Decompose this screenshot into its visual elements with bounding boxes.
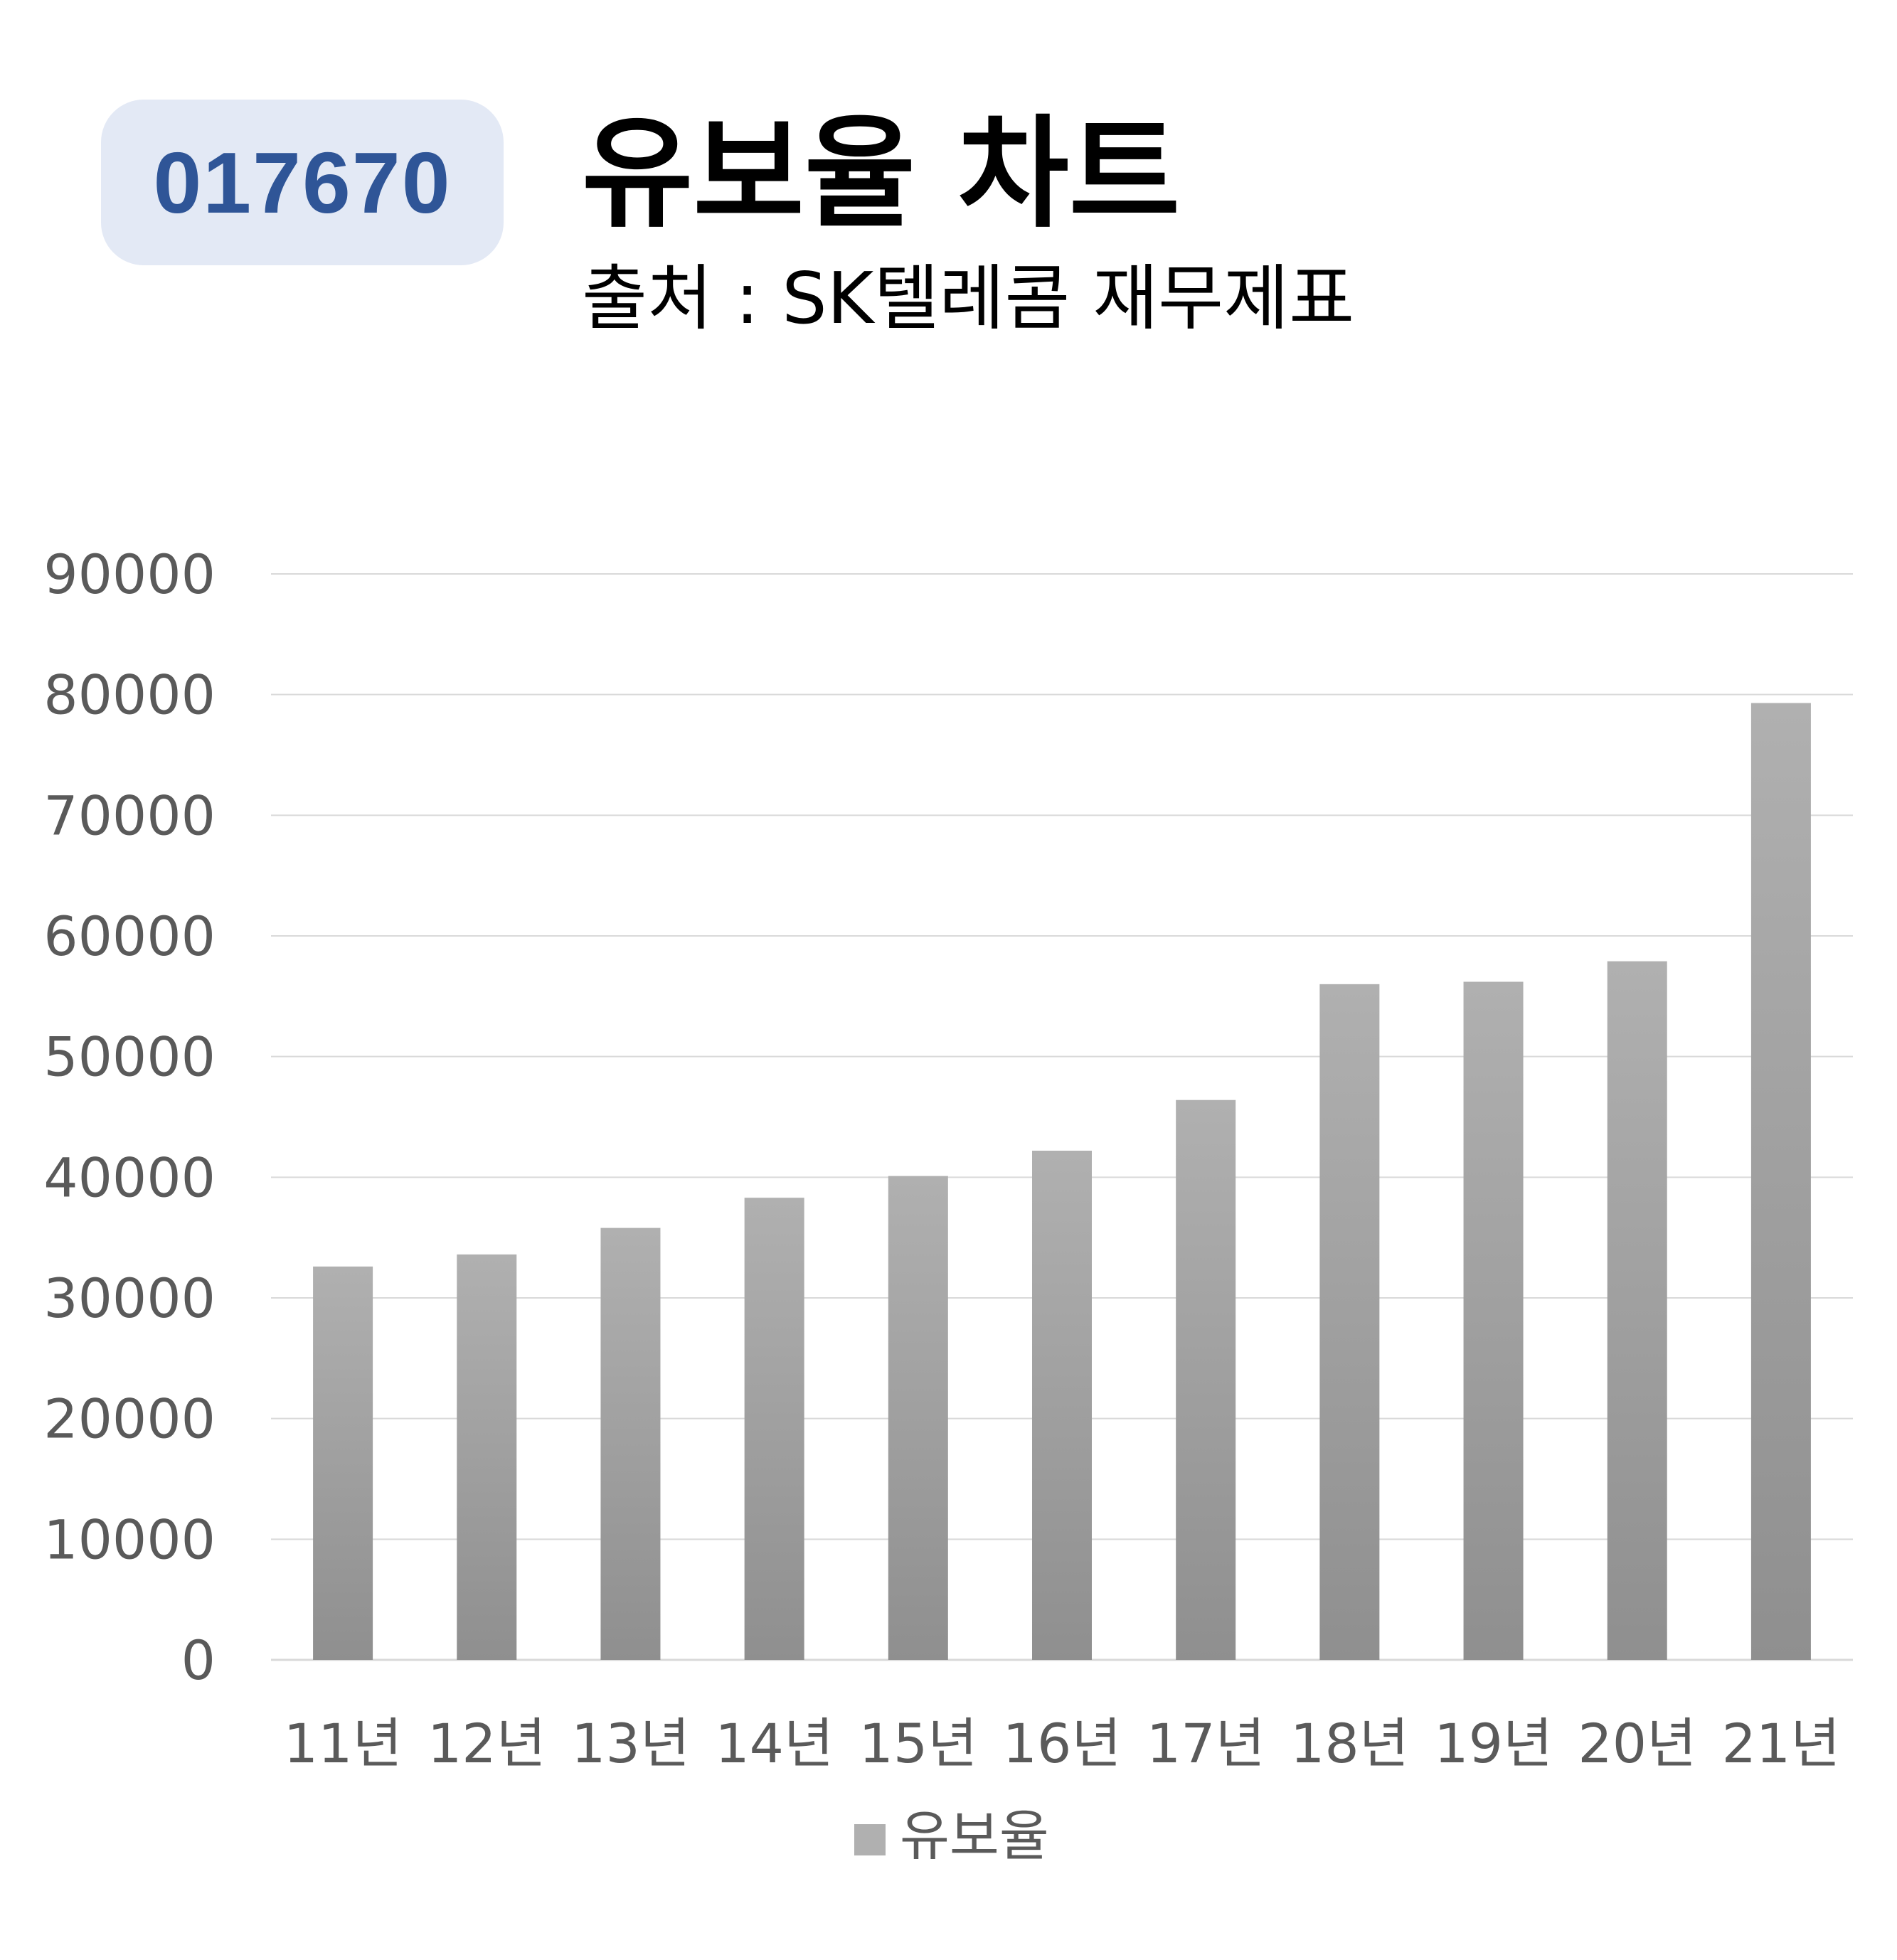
- x-tick-label: 18년: [1290, 1712, 1409, 1775]
- legend-label: 유보율: [900, 1804, 1049, 1868]
- bars: [313, 703, 1811, 1660]
- y-tick-label: 10000: [43, 1508, 216, 1571]
- x-tick-label: 17년: [1147, 1712, 1265, 1775]
- bar: [744, 1198, 804, 1660]
- bar: [1607, 961, 1667, 1660]
- x-tick-label: 21년: [1722, 1712, 1841, 1775]
- bar: [1750, 703, 1811, 1660]
- bar: [888, 1176, 948, 1660]
- x-tick-label: 15년: [859, 1712, 977, 1775]
- bar: [1032, 1151, 1092, 1660]
- x-tick-label: 11년: [284, 1712, 403, 1775]
- legend-swatch: [854, 1824, 886, 1855]
- bar: [1463, 981, 1524, 1660]
- x-tick-label: 20년: [1578, 1712, 1696, 1775]
- chart-title: 유보율 차트: [582, 104, 1181, 245]
- x-tick-label: 12년: [427, 1712, 546, 1775]
- y-tick-label: 90000: [43, 543, 216, 606]
- chart-subtitle: 출처 : SK텔레콤 재무제표: [582, 257, 1355, 340]
- y-tick-label: 60000: [43, 905, 216, 968]
- x-tick-label: 16년: [1003, 1712, 1122, 1775]
- bar: [1176, 1099, 1236, 1660]
- bar: [313, 1266, 373, 1660]
- y-axis-ticks: 0 10000 20000 30000 40000 50000 60000 70000 8000…: [43, 543, 216, 1692]
- x-tick-label: 14년: [715, 1712, 834, 1775]
- stock-code-text: 017670: [153, 134, 452, 231]
- y-tick-label: 0: [181, 1629, 216, 1692]
- y-tick-label: 50000: [43, 1026, 216, 1089]
- x-axis-ticks: 11년 12년 13년 14년 15년 16년 17년 18년 19년 20년 21년: [284, 1712, 1840, 1775]
- bar: [600, 1227, 661, 1660]
- bar: [457, 1254, 517, 1660]
- y-tick-label: 80000: [43, 664, 216, 727]
- bar: [1319, 984, 1380, 1660]
- stock-code-badge: 017670: [101, 100, 504, 265]
- legend: 유보율: [854, 1804, 1049, 1868]
- x-tick-label: 19년: [1434, 1712, 1553, 1775]
- x-tick-label: 13년: [571, 1712, 690, 1775]
- y-tick-label: 40000: [43, 1146, 216, 1209]
- y-tick-label: 70000: [43, 784, 216, 847]
- y-tick-label: 30000: [43, 1267, 216, 1330]
- y-tick-label: 20000: [43, 1388, 216, 1451]
